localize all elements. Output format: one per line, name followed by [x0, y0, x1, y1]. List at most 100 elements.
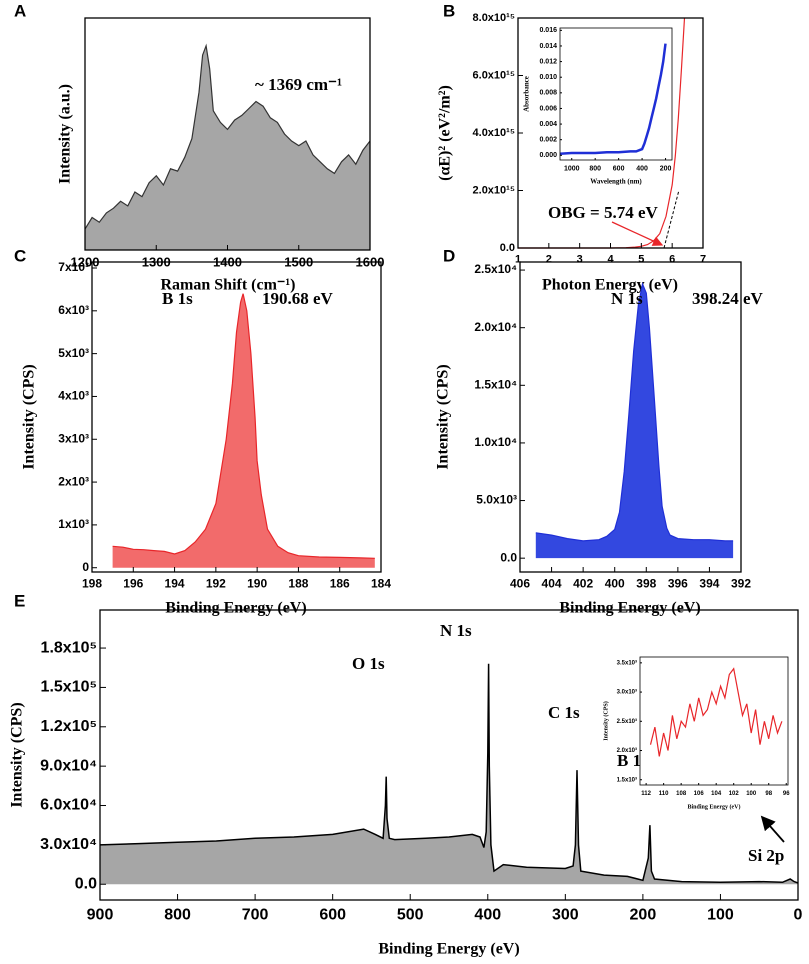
x-tick-label: 700 [242, 906, 269, 923]
y-axis-label: Intensity (a.u.) [57, 84, 74, 184]
x-tick-label: 2 [546, 254, 552, 266]
y-tick-label: 7x10³ [58, 260, 89, 274]
y-tick-label: 0.0 [75, 875, 97, 892]
x-tick-label: 396 [668, 577, 688, 591]
y-tick-label: 6.0x10⁴ [40, 797, 97, 814]
y-axis-label: Intensity (CPS) [602, 701, 609, 741]
x-tick-label: 192 [206, 577, 226, 591]
x-tick-label: 104 [711, 791, 722, 797]
panel-label: C [14, 246, 26, 265]
y-tick-label: 0.016 [539, 27, 557, 34]
x-tick-label: 6 [669, 254, 675, 266]
x-tick-label: 4 [607, 254, 614, 266]
y-tick-label: 0.006 [539, 105, 557, 112]
x-tick-label: 102 [729, 791, 740, 797]
x-tick-label: 398 [636, 577, 656, 591]
y-tick-label: 0.000 [539, 152, 557, 159]
spectrum-line [535, 281, 734, 542]
inset-background [640, 657, 788, 785]
x-tick-label: 106 [694, 791, 705, 797]
annotation: Si 2p [748, 846, 784, 865]
y-axis-label: Intensity (CPS) [21, 364, 38, 469]
annotation: B 1s [162, 289, 193, 308]
y-tick-label: 0.010 [539, 74, 557, 81]
y-tick-label: 2x10³ [58, 474, 89, 488]
y-tick-label: 2.5x10⁴ [474, 262, 517, 276]
x-axis-label: Binding Energy (eV) [559, 600, 700, 617]
panel-label: A [14, 1, 26, 20]
x-tick-label: 100 [746, 791, 757, 797]
x-tick-label: 98 [765, 791, 772, 797]
annotation: N 1s [440, 621, 472, 640]
spectrum-line [649, 667, 783, 757]
y-axis-label: Intensity (CPS) [9, 702, 26, 807]
x-tick-label: 3 [577, 254, 583, 266]
x-tick-label: 184 [371, 577, 391, 591]
y-axis-label: Intensity (CPS) [435, 364, 452, 469]
x-tick-label: 900 [87, 906, 114, 923]
annotation: C 1s [548, 703, 580, 722]
plot-frame [519, 261, 742, 573]
y-tick-label: 8.0x10¹⁵ [473, 12, 515, 24]
x-tick-label: 400 [636, 166, 648, 173]
x-tick-label: 300 [552, 906, 579, 923]
annotation: OBG = 5.74 eV [548, 203, 659, 222]
x-tick-label: 600 [319, 906, 346, 923]
x-axis-label: Photon Energy (eV) [542, 277, 678, 294]
y-tick-label: 1.0x10⁴ [474, 435, 517, 449]
x-tick-label: 186 [330, 577, 350, 591]
spectrum-line [112, 293, 375, 559]
x-tick-label: 1000 [564, 166, 580, 173]
annotation: O 1s [352, 654, 385, 673]
y-tick-label: 9.0x10⁴ [40, 757, 97, 774]
x-tick-label: 188 [288, 577, 308, 591]
x-tick-label: 800 [589, 166, 601, 173]
y-tick-label: 4.0x10¹⁵ [473, 127, 515, 139]
area-fill [100, 663, 798, 885]
obg-arrow [611, 221, 664, 246]
y-tick-label: 0.0 [500, 550, 517, 564]
y-tick-label: 2.0x10⁴ [474, 320, 517, 334]
x-tick-label: 112 [641, 791, 651, 797]
y-tick-label: 0.012 [539, 58, 557, 65]
plot-frame [559, 27, 673, 161]
plot-frame [91, 261, 382, 573]
y-tick-label: 3.0x10³ [617, 689, 637, 696]
y-tick-label: 1x10³ [58, 517, 89, 531]
x-axis-label: Wavelength (nm) [590, 178, 642, 186]
panel-label: D [443, 246, 455, 265]
y-tick-label: 2.0x10¹⁵ [473, 184, 515, 196]
x-tick-label: 392 [731, 577, 751, 591]
y-tick-label: 3.5x10³ [617, 659, 637, 666]
x-tick-label: 108 [676, 791, 687, 797]
plot-frame [99, 609, 799, 901]
annotation: N 1s [611, 289, 643, 308]
y-tick-label: 1.2x10⁵ [41, 718, 97, 735]
x-tick-label: 800 [164, 906, 191, 923]
x-tick-label: 96 [783, 791, 790, 797]
y-tick-label: 6x10³ [58, 303, 89, 317]
x-tick-label: 198 [82, 577, 102, 591]
x-tick-label: 402 [573, 577, 593, 591]
y-tick-label: 5.0x10³ [476, 493, 517, 507]
x-tick-label: 1 [515, 254, 521, 266]
si-arrow [760, 815, 785, 843]
x-tick-label: 196 [123, 577, 143, 591]
x-tick-label: 400 [605, 577, 625, 591]
y-axis-label: Absorbance [523, 76, 531, 112]
y-tick-label: 0.0 [500, 242, 515, 254]
x-tick-label: 200 [660, 166, 672, 173]
area-fill [112, 293, 375, 568]
y-tick-label: 1.5x10⁴ [474, 377, 517, 391]
y-tick-label: 0 [82, 560, 89, 574]
x-tick-label: 394 [699, 577, 719, 591]
inset-background [560, 28, 672, 160]
spectrum-line [559, 43, 667, 156]
x-tick-label: 600 [613, 166, 625, 173]
x-axis-label: Binding Energy (eV) [687, 803, 740, 810]
y-tick-label: 0.002 [539, 137, 557, 144]
area-fill [535, 283, 734, 559]
x-tick-label: 190 [247, 577, 267, 591]
